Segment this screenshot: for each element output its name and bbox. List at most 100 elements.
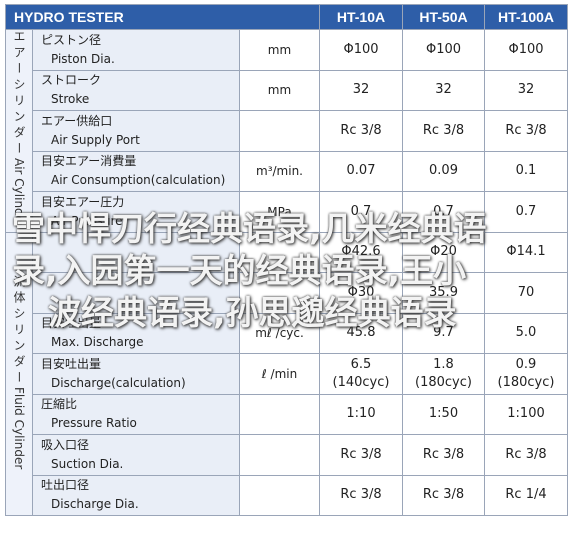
spec-unit (239, 272, 320, 314)
spec-value: 0.7 (319, 191, 403, 233)
spec-name-en: Discharge Dia. (51, 497, 139, 512)
spec-unit: MPa (239, 191, 320, 233)
spec-unit (239, 110, 320, 152)
table-row: 目安吐出量 Max. Discharge mℓ /cyc. 45.8 9.7 5.0 (6, 312, 568, 354)
model-header: HT-50A (402, 4, 485, 30)
spec-value: Φ30 (319, 272, 403, 314)
header-row: HYDRO TESTER HT-10A HT-50A HT-100A (5, 4, 568, 30)
model-header: HT-10A (319, 4, 403, 30)
group-label-en: Fluid Cylinder (12, 386, 26, 469)
spec-name: ストローク Stroke (32, 69, 240, 111)
table-row: Φ30 35.9 70 (6, 272, 568, 314)
spec-unit: ℓ /min (239, 353, 320, 395)
air-cylinder-group-label: エアーシリンダーAir Cylinder (5, 29, 33, 233)
spec-name-ja: ピストン径 (41, 32, 102, 47)
spec-name-ja: 目安エアー消費量 (41, 154, 137, 169)
spec-name-ja: 目安吐出量 (41, 356, 102, 371)
spec-value: Rc 3/8 (319, 474, 403, 516)
spec-name: 目安エアー消費量 Air Consumption(calculation) (32, 150, 240, 192)
spec-unit (239, 434, 320, 476)
model-header: HT-100A (484, 4, 568, 30)
spec-value: Rc 1/4 (484, 474, 568, 516)
spec-value: Φ100 (319, 29, 403, 71)
spec-value: Φ100 (484, 29, 568, 71)
table-row: 流体シリンダーFluid Cylinder Φ42.6 Φ20 Φ14.1 (5, 231, 568, 516)
spec-name-en: Discharge(calculation) (51, 375, 186, 390)
table-row: 目安エアー圧力 Air Pressure MPa 0.7 0.7 0.7 (6, 191, 568, 233)
spec-name-en: Pressure Ratio (51, 416, 137, 431)
spec-name: 吸入口径 Suction Dia. (32, 434, 240, 476)
spec-value: 70 (484, 272, 568, 314)
spec-value: Φ42.6 (319, 231, 403, 273)
spec-value: Rc 3/8 (319, 434, 403, 476)
spec-value: 1:10 (319, 393, 403, 435)
spec-name: 目安吐出量 Max. Discharge (32, 312, 240, 354)
spec-value: 0.09 (402, 150, 485, 192)
spec-name: ピストン径 Piston Dia. (32, 29, 240, 71)
spec-unit (239, 393, 320, 435)
spec-name-ja: 吸入口径 (41, 437, 90, 452)
spec-value: 35.9 (402, 272, 485, 314)
spec-value: 1:50 (402, 393, 485, 435)
spec-unit: mm (239, 29, 320, 71)
spec-value: Rc 3/8 (319, 110, 403, 152)
group-label-ja: エアーシリンダー (12, 29, 26, 158)
spec-unit: mℓ /cyc. (239, 312, 320, 354)
table-row: 圧縮比 Pressure Ratio 1:10 1:50 1:100 (6, 393, 568, 435)
spec-unit: m³/min. (239, 150, 320, 192)
spec-value: Rc 3/8 (402, 434, 485, 476)
spec-value: Rc 3/8 (402, 110, 485, 152)
spec-value: 32 (484, 69, 568, 111)
spec-name-ja: 目安吐出量 (41, 316, 102, 331)
table-row: ストローク Stroke mm 32 32 32 (6, 69, 568, 111)
spec-name-ja: ストローク (41, 73, 102, 88)
table-row: 吐出口径 Discharge Dia. Rc 3/8 Rc 3/8 Rc 1/4 (6, 474, 568, 516)
spec-value: 6.5 (140cyc) (319, 353, 403, 395)
spec-value: 0.9 (180cyc) (484, 353, 568, 395)
spec-value: 0.1 (484, 150, 568, 192)
spec-value: 32 (402, 69, 485, 111)
group-label-ja: 流体シリンダー (12, 274, 26, 387)
spec-name-en: Suction Dia. (51, 456, 124, 471)
spec-value: 1:100 (484, 393, 568, 435)
spec-name (32, 231, 240, 273)
table-title: HYDRO TESTER (5, 4, 320, 30)
fluid-cylinder-group-label: 流体シリンダーFluid Cylinder (5, 231, 33, 516)
spec-value: Φ14.1 (484, 231, 568, 273)
spec-name: 吐出口径 Discharge Dia. (32, 474, 240, 516)
table-row: エアーシリンダーAir Cylinder ピストン径 Piston Dia. mm Φ1… (5, 29, 568, 233)
spec-value: Φ100 (402, 29, 485, 71)
spec-unit (239, 231, 320, 273)
spec-name (32, 272, 240, 314)
spec-name: 圧縮比 Pressure Ratio (32, 393, 240, 435)
spec-value: 32 (319, 69, 403, 111)
spec-value: 9.7 (402, 312, 485, 354)
spec-name: 目安吐出量 Discharge(calculation) (32, 353, 240, 395)
spec-value: 5.0 (484, 312, 568, 354)
table-row: 目安吐出量 Discharge(calculation) ℓ /min 6.5 (14… (6, 353, 568, 395)
spec-value: 0.7 (402, 191, 485, 233)
spec-value: 0.07 (319, 150, 403, 192)
spec-name-en: Piston Dia. (51, 51, 115, 66)
spec-value: 0.7 (484, 191, 568, 233)
group-label-en: Air Cylinder (12, 157, 26, 228)
spec-value: Φ20 (402, 231, 485, 273)
spec-name-ja: 吐出口径 (41, 478, 90, 493)
spec-name: エアー供給口 Air Supply Port (32, 110, 240, 152)
table-row: 目安エアー消費量 Air Consumption(calculation) m³/m… (6, 150, 568, 192)
spec-value: Rc 3/8 (484, 110, 568, 152)
spec-name-en: Air Pressure (51, 213, 123, 228)
spec-value: 1.8 (180cyc) (402, 353, 485, 395)
table-row: 吸入口径 Suction Dia. Rc 3/8 Rc 3/8 Rc 3/8 (6, 434, 568, 476)
spec-value: 45.8 (319, 312, 403, 354)
spec-name-ja: 圧縮比 (41, 397, 78, 412)
spec-value: Rc 3/8 (484, 434, 568, 476)
spec-value: Rc 3/8 (402, 474, 485, 516)
spec-unit (239, 474, 320, 516)
spec-name-ja: エアー供給口 (41, 113, 113, 128)
spec-name-en: Stroke (51, 92, 90, 107)
spec-name: 目安エアー圧力 Air Pressure (32, 191, 240, 233)
spec-name-en: Max. Discharge (51, 335, 144, 350)
spec-unit: mm (239, 69, 320, 111)
table-row: エアー供給口 Air Supply Port Rc 3/8 Rc 3/8 Rc 3/8 (6, 110, 568, 152)
